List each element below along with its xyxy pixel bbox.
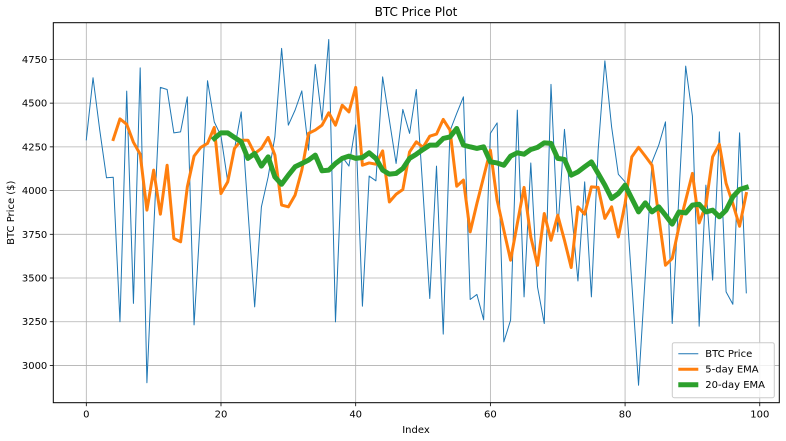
series-line-20-day-ema xyxy=(210,126,750,227)
series-line-5-day-ema xyxy=(111,85,749,270)
y-tick-label: 4500 xyxy=(22,99,47,110)
x-tick-label: 0 xyxy=(83,410,89,421)
chart-title: BTC Price Plot xyxy=(375,5,458,19)
y-tick-label: 4750 xyxy=(22,55,47,66)
x-axis-ticks: 0 20 40 60 80 100 xyxy=(83,402,769,421)
legend-label: 5-day EMA xyxy=(705,365,758,376)
series-line-btc-price xyxy=(85,38,747,386)
axes-frame xyxy=(52,22,780,404)
plot-area: 0 20 40 60 80 100 3000 3250 3500 3750 4000 4250 450… xyxy=(22,22,780,421)
x-axis-label: Index xyxy=(402,425,430,436)
x-tick-label: 60 xyxy=(484,410,497,421)
legend-label: 20-day EMA xyxy=(705,380,765,391)
series-layer xyxy=(85,38,750,386)
legend: BTC Price 5-day EMA 20-day EMA xyxy=(671,342,775,399)
y-tick-label: 3250 xyxy=(22,317,47,328)
x-tick-label: 80 xyxy=(619,410,632,421)
y-tick-label: 3750 xyxy=(22,230,47,241)
y-tick-label: 4250 xyxy=(22,142,47,153)
x-tick-label: 20 xyxy=(215,410,228,421)
y-axis-label: BTC Price ($) xyxy=(6,180,17,244)
y-axis-ticks: 3000 3250 3500 3750 4000 4250 4500 4750 xyxy=(22,55,54,372)
y-tick-label: 3000 xyxy=(22,361,47,372)
x-tick-label: 40 xyxy=(349,410,362,421)
x-tick-label: 100 xyxy=(750,410,769,421)
y-tick-label: 4000 xyxy=(22,186,47,197)
legend-label: BTC Price xyxy=(705,349,752,360)
y-tick-label: 3500 xyxy=(22,274,47,285)
